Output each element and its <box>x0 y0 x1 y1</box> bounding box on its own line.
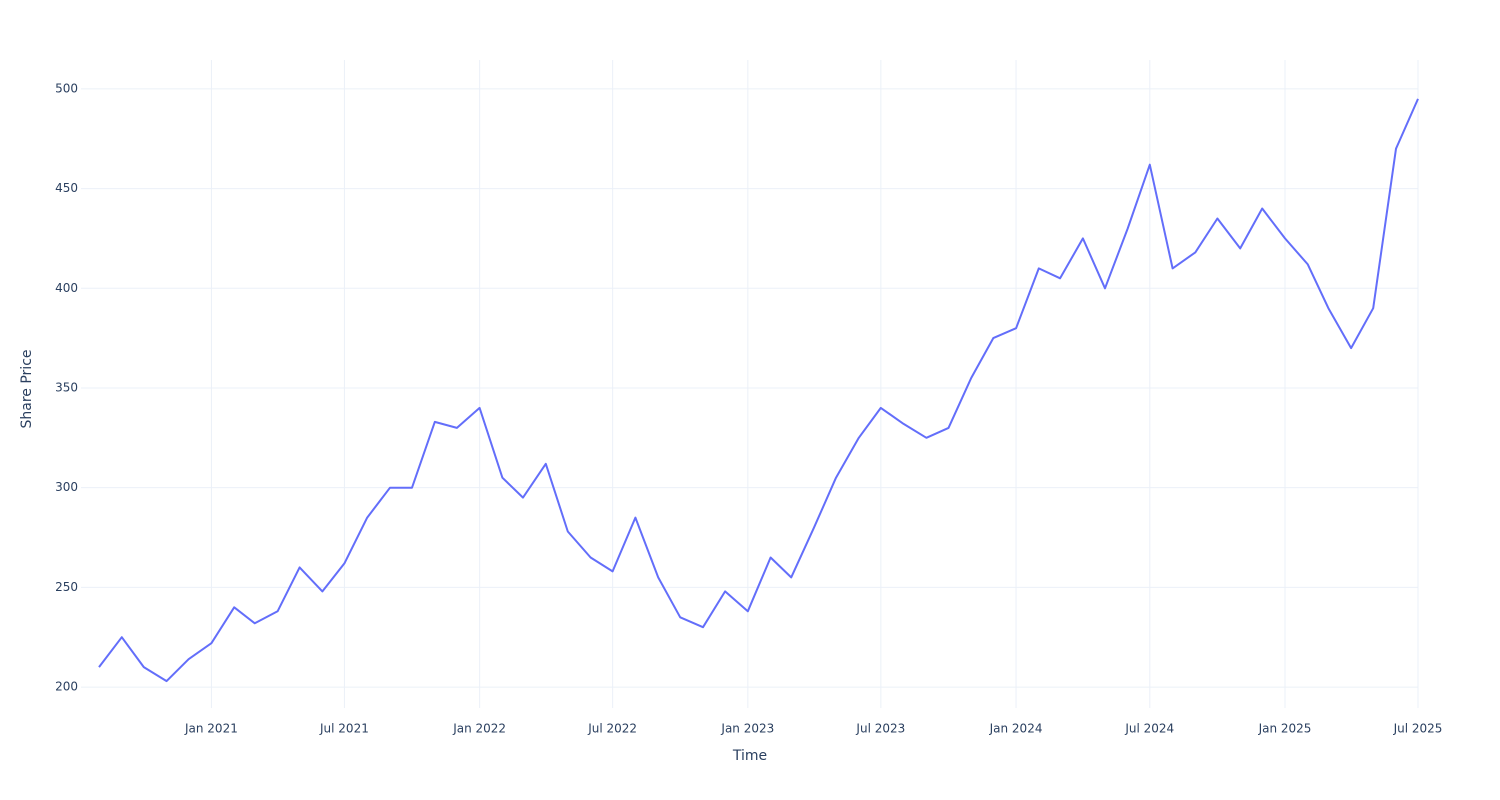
x-tick-label: Jul 2025 <box>1393 722 1443 736</box>
y-tick-label: 500 <box>55 81 78 95</box>
x-tick-label: Jul 2024 <box>1124 722 1174 736</box>
y-tick-label: 350 <box>55 380 78 394</box>
x-axis-title: Time <box>732 748 767 764</box>
price-line <box>98 98 1419 683</box>
x-tick-label: Jan 2022 <box>452 722 506 736</box>
x-tick-label: Jul 2021 <box>319 722 369 736</box>
x-tick-label: Jan 2023 <box>720 722 774 736</box>
y-tick-label: 200 <box>55 680 78 694</box>
x-tick-label: Jul 2022 <box>587 722 637 736</box>
y-tick-label: 400 <box>55 281 78 295</box>
x-tick-label: Jan 2021 <box>184 722 238 736</box>
x-tick-label: Jul 2023 <box>855 722 905 736</box>
y-tick-label: 450 <box>55 181 78 195</box>
y-tick-label: 300 <box>55 480 78 494</box>
y-axis-title: Share Price <box>19 349 35 428</box>
x-tick-label: Jan 2025 <box>1258 722 1312 736</box>
x-tick-label: Jan 2024 <box>989 722 1043 736</box>
y-tick-label: 250 <box>55 580 78 594</box>
